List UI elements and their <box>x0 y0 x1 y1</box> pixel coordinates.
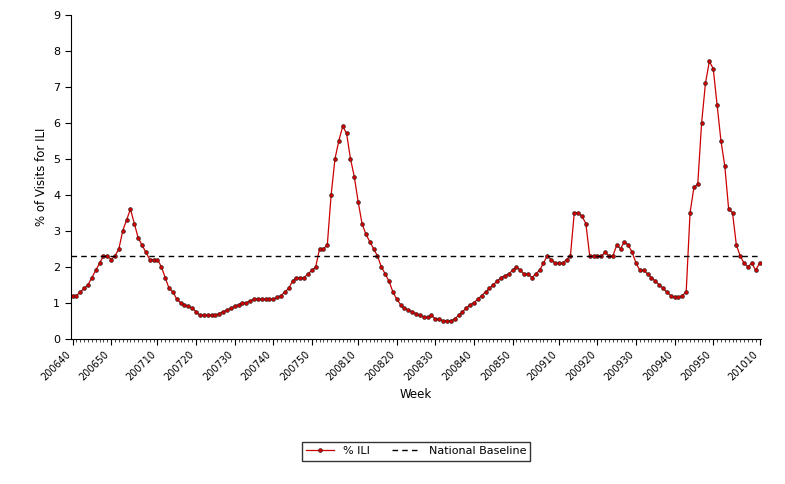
% ILI <box>438 318 447 324</box>
% ILI <box>126 206 135 212</box>
% ILI <box>585 253 594 259</box>
% ILI <box>192 309 201 315</box>
Line: % ILI: % ILI <box>71 60 761 323</box>
% ILI <box>705 59 714 64</box>
Y-axis label: % of Visits for ILI: % of Visits for ILI <box>35 127 48 226</box>
% ILI <box>369 246 378 252</box>
National Baseline <box>68 253 77 259</box>
% ILI <box>133 235 143 241</box>
X-axis label: Week: Week <box>400 388 433 401</box>
National Baseline <box>71 253 81 259</box>
Legend: % ILI, National Baseline: % ILI, National Baseline <box>301 441 531 461</box>
% ILI <box>265 296 274 302</box>
% ILI <box>755 260 765 266</box>
% ILI <box>68 293 77 299</box>
